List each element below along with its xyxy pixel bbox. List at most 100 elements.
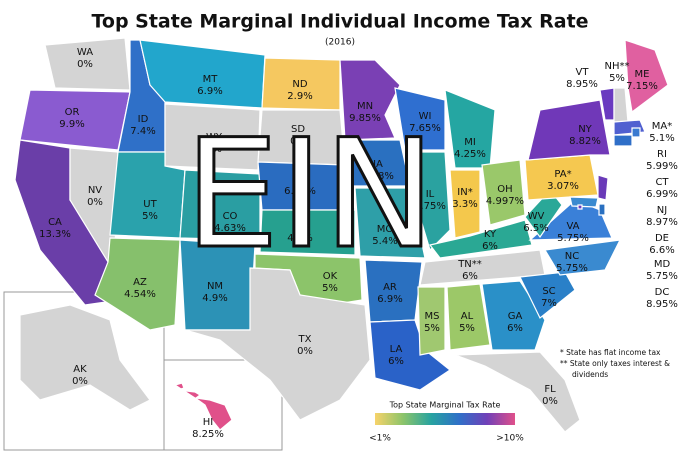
state-region [259,209,356,256]
state-rate: 4.54% [124,289,156,300]
legend-high: >10% [496,434,524,444]
state-rate: 5.75% [557,233,589,244]
state-code: NE [293,174,307,185]
state-code: LA [390,344,403,355]
state-rate: 9.85% [349,113,381,124]
state-rate: 6.9% [197,86,222,97]
state-code: MO [377,224,394,235]
state-code: OR [65,107,80,118]
inset-frame [163,359,283,451]
state-code: HI [203,417,213,428]
state-rate: 7.65% [409,123,441,134]
state-code: MA* [652,121,672,132]
state-region [454,351,581,433]
state-code: SC [542,286,555,297]
state-rate: 3.75% [414,201,446,212]
state-rate: 7.15% [626,81,658,92]
state-rate: 5% [609,73,625,84]
state-rate: 4.9% [202,293,227,304]
state-rate: 8.82% [569,136,601,147]
state-region [481,159,526,226]
state-code: NJ [657,205,667,216]
state-rate: 7.4% [130,126,155,137]
state-rate: 5.4% [372,236,397,247]
state-rate: 6.84% [284,186,316,197]
state-region [449,169,481,239]
state-code: IA [373,159,383,170]
state-rate: 6.5% [523,223,548,234]
state-rate: 6.99% [646,189,678,200]
state-code: CO [223,211,238,222]
state-rate: 3.07% [547,181,579,192]
state-region [613,87,629,123]
note: dividends [572,370,608,379]
state-rate: 5.99% [646,161,678,172]
state-rate: 0% [297,346,313,357]
state-region [613,134,633,147]
state-region [577,204,583,210]
legend-title: Top State Marginal Tax Rate [389,401,501,410]
state-code: OH [497,184,512,195]
state-code: TX [298,334,312,345]
state-rate: 5% [424,323,440,334]
state-code: WV [528,211,545,222]
state-region [139,39,266,109]
state-code: GA [508,311,523,322]
state-rate: 2.9% [287,91,312,102]
state-code: PA* [554,169,571,180]
state-code: ME [635,69,650,80]
state-code: CT [655,177,669,188]
state-region [569,196,599,208]
state-rate: 5.75% [556,263,588,274]
state-code: OK [323,271,338,282]
state-code: NH** [605,61,630,72]
state-rate: 0% [72,376,88,387]
state-region [428,219,533,259]
state-rate: 4.25% [454,149,486,160]
state-rate: 0% [206,144,222,155]
state-region [394,87,446,151]
state-region [404,151,451,252]
state-code: MI [464,137,476,148]
state-code: AZ [133,277,147,288]
state-rate: 4.997% [486,196,524,207]
state-region [544,239,622,276]
state-region [369,319,452,391]
state-code: KS [294,221,307,232]
state-region [519,271,576,319]
state-rate: 8.95% [566,79,598,90]
state-region [184,267,371,421]
state-code: MD [654,259,671,270]
state-rate: 6% [482,241,498,252]
states [14,37,669,433]
state-region [598,203,606,216]
state-code: WI [419,111,432,122]
legend-low: <1% [369,434,391,444]
subtitle: (2016) [325,38,355,48]
state-rate: 5.1% [649,133,674,144]
state-code: MN [357,101,373,112]
state-code: KY [484,229,497,240]
state-code: AK [73,364,87,375]
note: * State has flat income tax [560,348,661,357]
state-code: VT [576,67,590,78]
state-code: UT [143,199,157,210]
state-code: CA [48,217,62,228]
state-rate: 6% [388,356,404,367]
state-region [446,283,491,351]
state-rate: 3.3% [452,199,477,210]
state-code: AL [461,311,474,322]
state-rate: 6% [507,323,523,334]
watermark: EIN [184,108,435,282]
state-region [354,187,426,259]
state-code: SD [291,124,305,135]
state-code: NY [578,124,592,135]
state-rate: 8.98% [362,171,394,182]
state-rate: 5% [322,283,338,294]
state-labels: WA0%OR9.9%CA13.3%NV0%ID7.4%MT6.9%WY0%UT5… [39,47,678,440]
state-code: NV [88,185,102,196]
state-rate: 5% [459,323,475,334]
state-code: FL [544,384,556,395]
